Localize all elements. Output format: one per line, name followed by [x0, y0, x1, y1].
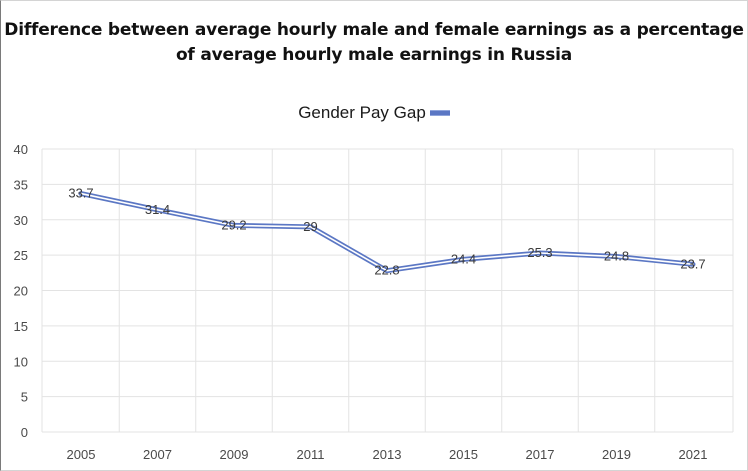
chart-legend: Gender Pay Gap: [0, 102, 748, 124]
gridlines: [41, 148, 734, 433]
data-label-2019: 24.8: [604, 249, 629, 264]
y-tick-label-5: 5: [21, 390, 28, 405]
y-tick-label-0: 0: [21, 425, 28, 440]
series-line-inner-0: [80, 192, 694, 272]
data-label-2005: 33.7: [68, 186, 93, 201]
y-tick-label-10: 10: [14, 354, 28, 369]
y-tick-label-15: 15: [14, 319, 28, 334]
data-labels: 33.7 31.4 29.2 29 22.8 24.4 25.3 24.8 23.7: [68, 186, 705, 278]
y-tick-label-35: 35: [14, 177, 28, 192]
data-label-2009: 29.2: [221, 217, 246, 232]
series-line: [78, 191, 696, 274]
x-tick-label-2005: 2005: [67, 447, 96, 462]
y-tick-label-30: 30: [14, 213, 28, 228]
x-tick-label-2017: 2017: [526, 447, 555, 462]
x-axis-ticks: 2005 2007 2009 2011 2013 2015 2017 2019 2021: [67, 447, 708, 462]
y-tick-label-25: 25: [14, 248, 28, 263]
data-label-2021: 23.7: [680, 256, 705, 271]
legend-swatch: [429, 109, 450, 116]
x-tick-label-2007: 2007: [143, 447, 172, 462]
x-tick-label-2009: 2009: [220, 447, 249, 462]
x-tick-label-2015: 2015: [449, 447, 478, 462]
data-label-2013: 22.8: [374, 263, 399, 278]
data-label-2017: 25.3: [527, 245, 552, 260]
x-tick-label-2013: 2013: [373, 447, 402, 462]
x-tick-label-2011: 2011: [297, 447, 325, 462]
y-tick-label-20: 20: [14, 284, 28, 299]
data-label-2011: 29: [303, 219, 317, 234]
data-label-2015: 24.4: [451, 251, 476, 266]
y-axis-ticks: 0 5 10 15 20 25 30 35 40: [14, 142, 28, 440]
x-tick-label-2021: 2021: [679, 447, 708, 462]
y-tick-label-40: 40: [14, 142, 28, 157]
x-tick-label-2019: 2019: [602, 447, 631, 462]
data-label-2007: 31.4: [145, 202, 170, 217]
chart-title: Difference between average hourly male a…: [4, 20, 744, 65]
legend-label: Gender Pay Gap: [298, 103, 426, 122]
series-line-outer-0: [78, 191, 696, 274]
